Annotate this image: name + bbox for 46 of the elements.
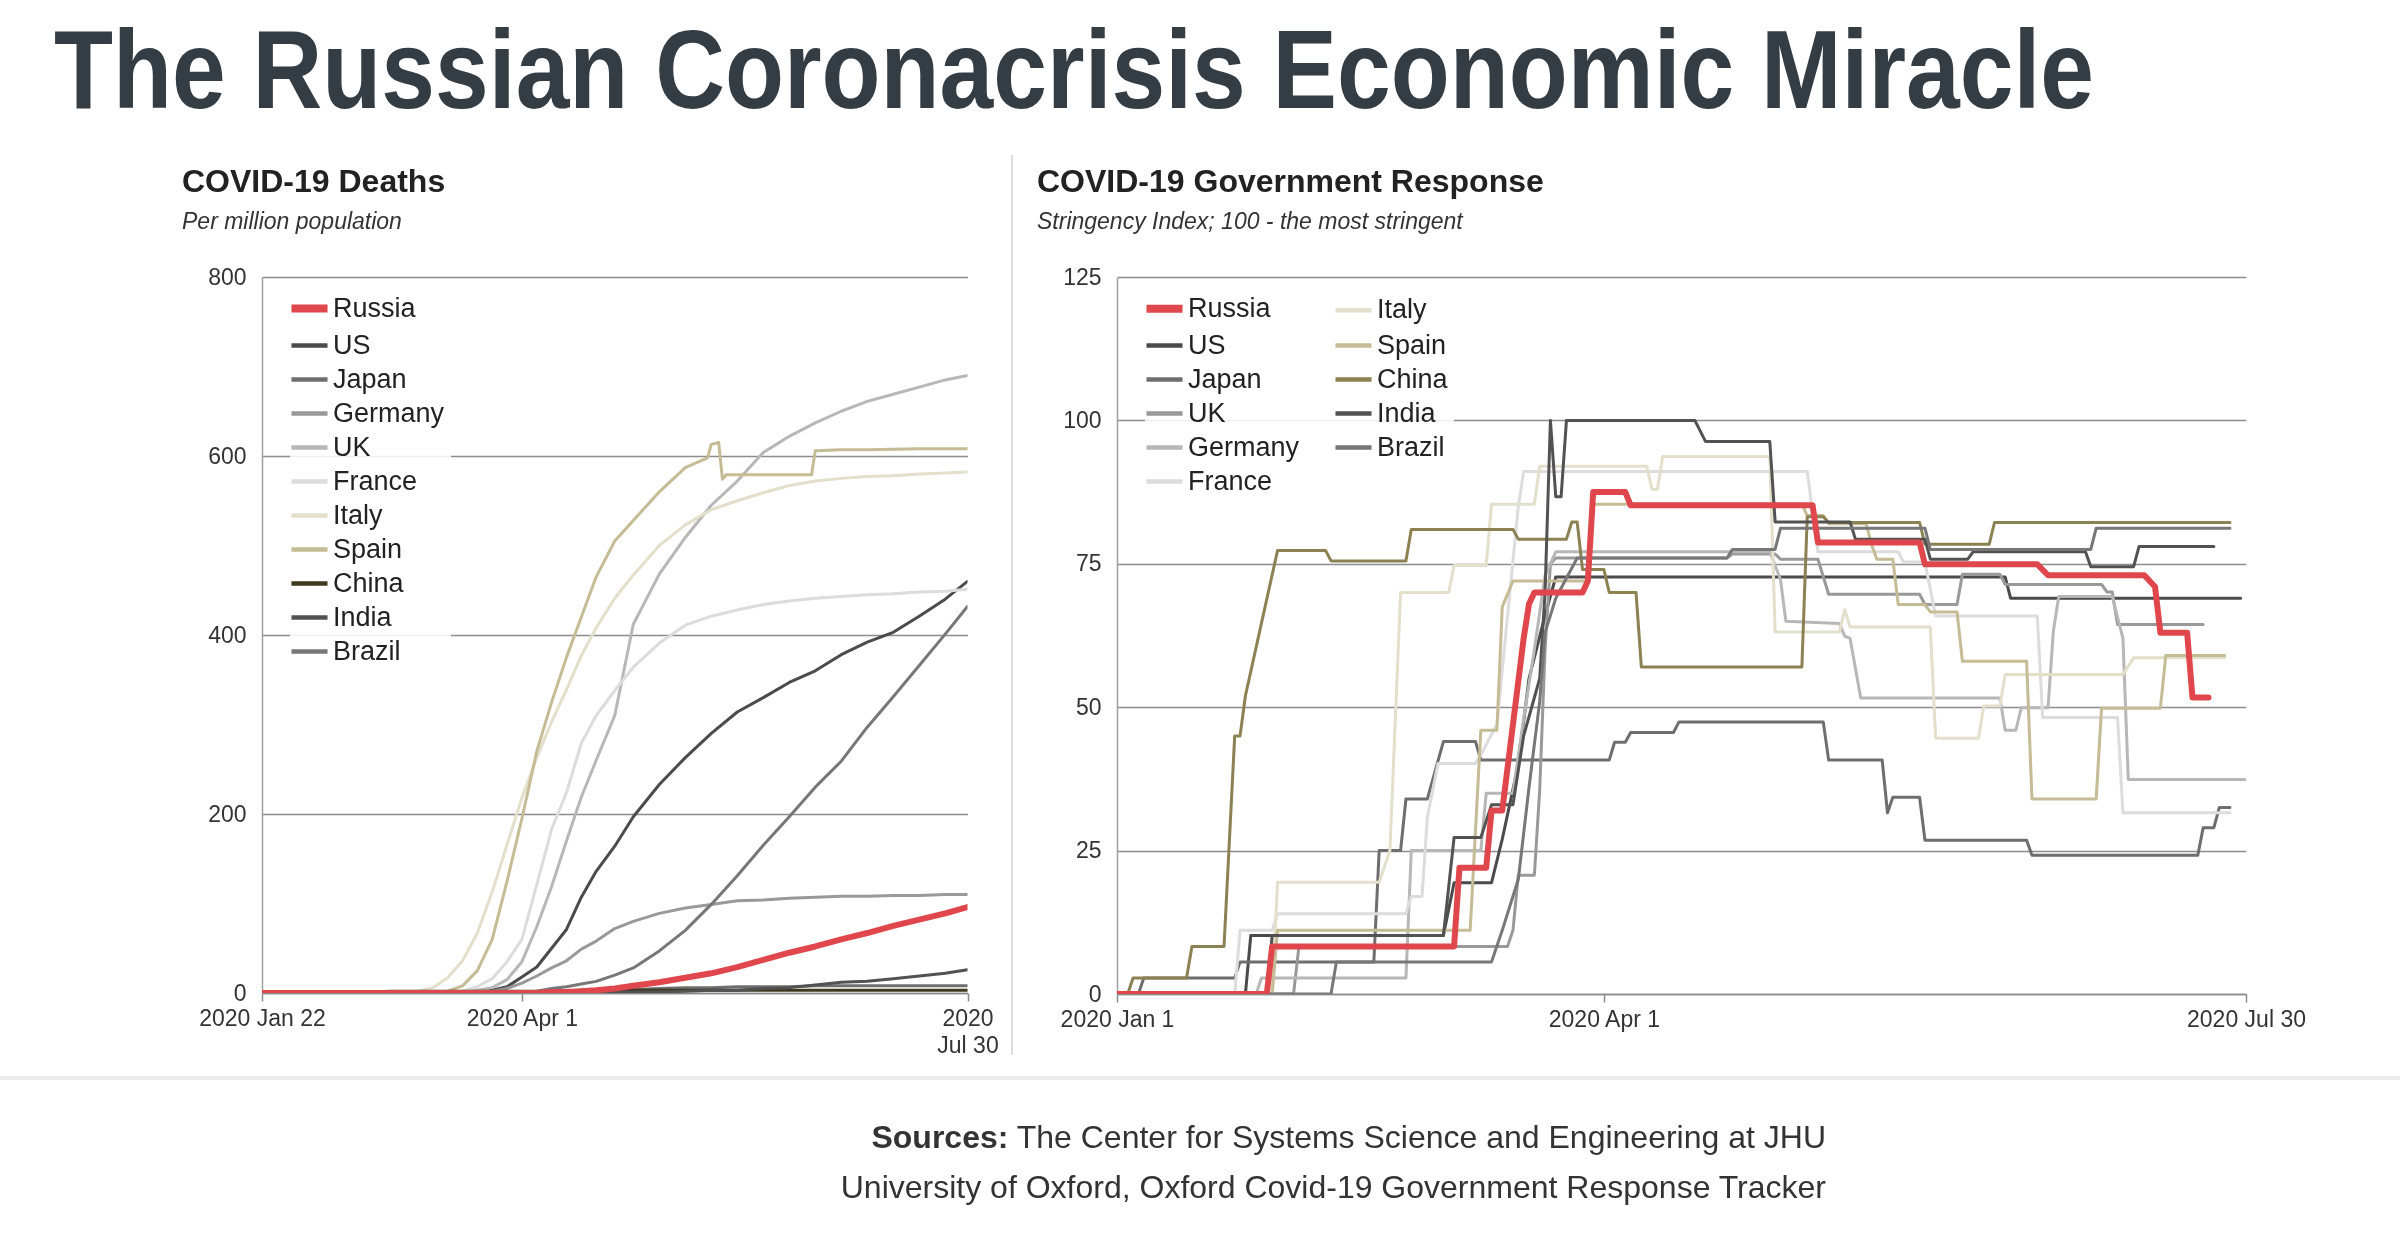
x-tick-label: 2020 Apr 1 bbox=[466, 1004, 579, 1030]
legend-label: UK bbox=[1187, 397, 1226, 427]
legend-label: Italy bbox=[1376, 293, 1427, 324]
y-tick-label: 600 bbox=[208, 442, 247, 468]
legend-label: Brazil bbox=[1376, 431, 1445, 461]
y-tick-label: 0 bbox=[233, 979, 247, 1005]
chart-title: COVID-19 Deaths bbox=[182, 162, 446, 199]
legend-label: Brazil bbox=[333, 635, 401, 665]
text: University of Oxford, Oxford Covid-19 Government Response Tracker bbox=[840, 1168, 1826, 1207]
legend-label: China bbox=[1376, 363, 1449, 393]
y-tick-label: 50 bbox=[1075, 693, 1101, 720]
legend-label: France bbox=[333, 465, 418, 495]
y-tick-label: 25 bbox=[1075, 836, 1101, 863]
x-tick-label: 2020 Apr 1 bbox=[1548, 1005, 1660, 1031]
legend-label: India bbox=[333, 601, 393, 631]
chart-subtitle: Stringency Index; 100 - the most stringent bbox=[1036, 207, 1464, 234]
chart-subtitle: Per million population bbox=[182, 207, 402, 234]
legend-label: Italy bbox=[333, 499, 384, 529]
legend-label: Russia bbox=[333, 292, 417, 322]
y-tick-label: 200 bbox=[208, 800, 247, 826]
legend-label: Germany bbox=[333, 397, 445, 427]
legend-label: India bbox=[1376, 397, 1437, 427]
legend-label: China bbox=[333, 567, 405, 597]
legend-label: US bbox=[333, 329, 371, 359]
y-tick-label: 400 bbox=[208, 621, 247, 647]
y-tick-label: 800 bbox=[208, 263, 247, 289]
legend-label: France bbox=[1187, 465, 1272, 495]
y-tick-label: 100 bbox=[1062, 406, 1101, 433]
legend-label: Japan bbox=[1187, 363, 1262, 393]
legend-label: Spain bbox=[333, 533, 403, 563]
x-tick-label: 2020 Jul 30 bbox=[2186, 1005, 2306, 1031]
y-tick-label: 125 bbox=[1062, 263, 1101, 289]
source-note: Sources: The Center for Systems Science and Engineering at JHU bbox=[871, 1119, 1826, 1155]
x-tick-label: 2020 Jan 1 bbox=[1060, 1005, 1174, 1031]
y-tick-label: 0 bbox=[1088, 980, 1101, 1006]
legend-label: US bbox=[1187, 329, 1226, 359]
y-tick-label: 75 bbox=[1075, 549, 1101, 576]
legend-label: Russia bbox=[1187, 292, 1272, 323]
x-tick-label: 2020 Jul 30 bbox=[937, 1004, 999, 1057]
legend-label: Japan bbox=[333, 363, 407, 393]
legend-label: Spain bbox=[1376, 329, 1446, 359]
legend-label: Germany bbox=[1187, 431, 1300, 461]
legend-label: UK bbox=[333, 431, 371, 461]
text: The Russian Coronacrisis Economic Miracle bbox=[54, 7, 2094, 132]
x-tick-label: 2020 Jan 22 bbox=[199, 1004, 326, 1030]
chart-title: COVID-19 Government Response bbox=[1036, 162, 1544, 199]
